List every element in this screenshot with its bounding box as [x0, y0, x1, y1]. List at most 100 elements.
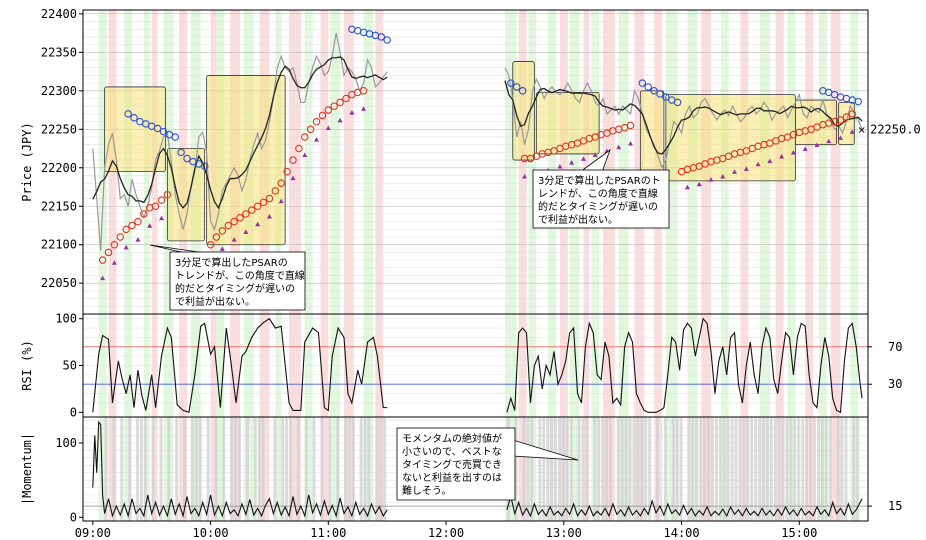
momentum-low-bar [167, 417, 171, 521]
green-zone [304, 417, 313, 521]
momentum-low-bar [379, 417, 383, 521]
momentum-low-bar [785, 417, 789, 521]
psar-down-marker [512, 83, 521, 91]
y-tick-label: 22200 [41, 161, 77, 175]
red-zone [634, 10, 645, 314]
momentum-low-bar [644, 417, 648, 521]
momentum-low-bar [711, 417, 714, 521]
trend-up-marker [278, 198, 284, 204]
psar-up-marker [283, 167, 291, 176]
psar-up-marker [289, 156, 297, 164]
y-tick-label: 22100 [41, 238, 77, 252]
trend-up-marker [243, 229, 249, 234]
green-zone [569, 10, 580, 314]
red-zone [210, 417, 217, 521]
momentum-low-bar [738, 417, 742, 521]
green-zone [275, 417, 282, 521]
momentum-low-bar [805, 417, 809, 521]
momentum-low-bar [789, 417, 793, 521]
green-zone [818, 10, 827, 314]
momentum-low-bar [813, 417, 816, 521]
momentum-low-bar [312, 417, 316, 521]
momentum-low-bar [632, 417, 636, 521]
momentum-low-bar [616, 417, 620, 521]
callout-line: 3分足で算出したPSARの [175, 256, 288, 269]
momentum-low-bar [344, 417, 347, 521]
momentum-low-bar [183, 417, 187, 521]
momentum-low-bar [699, 417, 703, 521]
psar-down-marker [153, 124, 162, 133]
momentum-low-bar [593, 417, 597, 521]
callout-line: モメンタムの絶対値が [402, 432, 502, 445]
green-zone [98, 417, 107, 521]
callout-line: ないと利益を出すのは [402, 471, 502, 484]
green-zone [618, 10, 629, 314]
psar-up-marker [230, 217, 238, 226]
momentum-low-bar [777, 417, 781, 521]
psar-up-marker [359, 87, 368, 95]
trend-box [166, 148, 206, 242]
y-tick-right-label: 70 [888, 340, 902, 354]
trend-up-marker [720, 174, 726, 179]
red-zone [518, 10, 527, 314]
trend-up-marker [159, 215, 164, 221]
psar-up-marker [98, 256, 107, 264]
momentum-low-bar [296, 417, 300, 521]
momentum-low-bar [104, 417, 108, 521]
psar-up-marker [342, 94, 350, 103]
momentum-low-bar [367, 417, 371, 521]
momentum-low-bar [828, 417, 832, 521]
psar-down-marker [507, 79, 515, 87]
trend-up-marker [838, 135, 844, 141]
momentum-low-bar [781, 417, 785, 521]
psar-up-marker [318, 111, 327, 120]
red-zone [830, 10, 841, 314]
psar-up-marker [259, 198, 268, 207]
momentum-low-bar [714, 417, 718, 521]
green-zone [528, 10, 537, 314]
psar-up-marker [312, 117, 321, 126]
psar-up-marker [110, 240, 119, 249]
psar-up-marker [836, 116, 845, 124]
callout-box [169, 251, 306, 311]
callout-line: タイミングで売買でき [402, 458, 502, 471]
momentum-low-bar [726, 417, 730, 521]
momentum-low-bar [840, 417, 844, 521]
y-tick-label: 100 [55, 436, 77, 450]
momentum-low-bar [538, 417, 542, 521]
price-raw-line [504, 67, 863, 170]
red-zone [375, 10, 384, 314]
trend-up-marker [802, 146, 808, 151]
green-zone [304, 10, 313, 314]
momentum-low-bar [597, 417, 601, 521]
momentum-low-bar [285, 417, 289, 521]
x-tick-label: 09:00 [75, 526, 111, 540]
trend-up-marker [580, 156, 586, 161]
psar-down-marker [854, 97, 862, 106]
rsi-series [83, 317, 868, 414]
psar-down-marker [124, 110, 132, 118]
y-tick-label: 22050 [41, 276, 77, 290]
momentum-low-bar [206, 417, 210, 521]
momentum-low-bar [190, 417, 194, 521]
green-zone [548, 10, 556, 314]
momentum-low-bar [514, 417, 518, 521]
y-tick-label: 0 [70, 510, 77, 524]
y-tick-label: 22400 [41, 7, 77, 21]
momentum-low-bar [793, 417, 797, 521]
momentum-low-bar [581, 417, 585, 521]
x-tick-label: 13:00 [546, 526, 582, 540]
trend-up-marker [349, 110, 355, 115]
callout-line: で利益が出ない。 [175, 295, 255, 308]
green-zone [569, 417, 580, 521]
y-tick-label: 22300 [41, 84, 77, 98]
momentum-low-bar [718, 417, 722, 521]
momentum-low-bar [836, 417, 840, 521]
red-zone [634, 417, 645, 521]
momentum-low-bar [194, 417, 198, 521]
callout-line: 的だとタイミングが遅いの [538, 200, 658, 213]
momentum-low-bar [703, 417, 707, 521]
y-tick-label: 50 [63, 359, 77, 373]
psar-up-marker [848, 110, 857, 118]
